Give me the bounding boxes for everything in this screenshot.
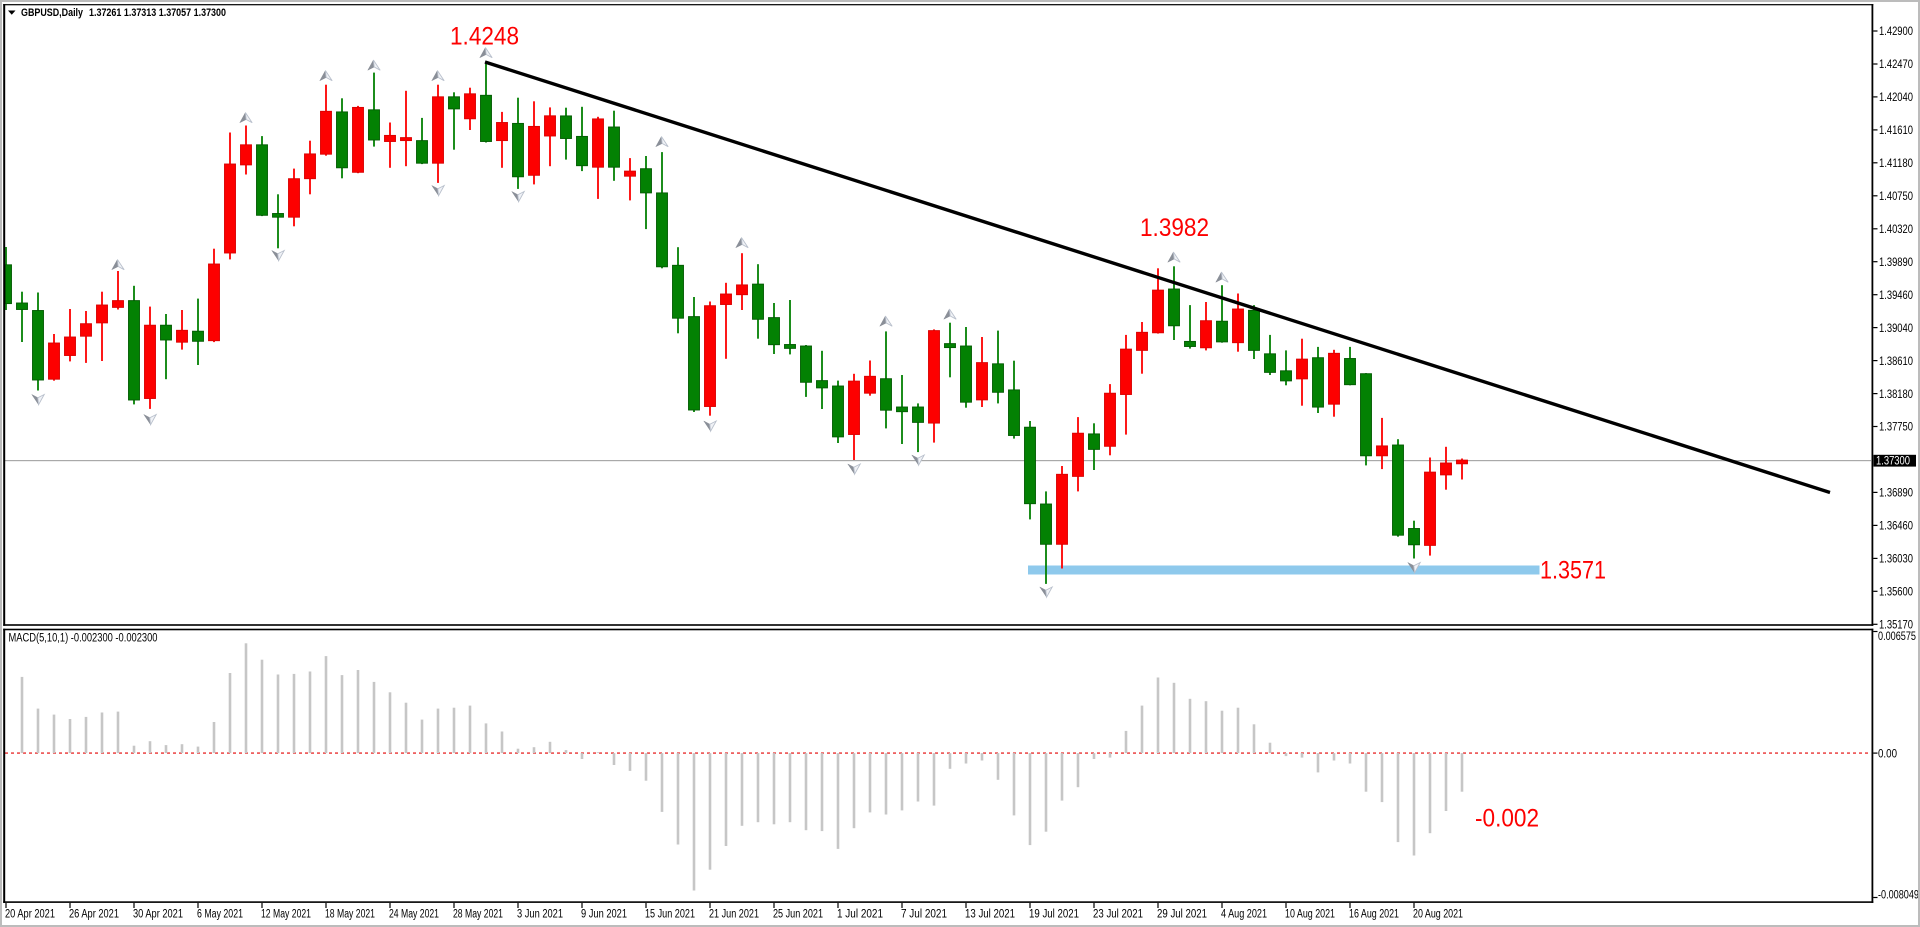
svg-text:24 May 2021: 24 May 2021 bbox=[389, 909, 439, 921]
svg-text:1.41610: 1.41610 bbox=[1879, 125, 1913, 137]
svg-text:1.40750: 1.40750 bbox=[1879, 191, 1913, 203]
svg-text:0.006575: 0.006575 bbox=[1878, 631, 1916, 643]
svg-text:20 Aug 2021: 20 Aug 2021 bbox=[1413, 909, 1463, 921]
svg-text:1.40320: 1.40320 bbox=[1879, 224, 1913, 236]
svg-text:-0.008049: -0.008049 bbox=[1878, 890, 1919, 902]
svg-text:20 Apr 2021: 20 Apr 2021 bbox=[5, 909, 55, 921]
svg-text:23 Jul 2021: 23 Jul 2021 bbox=[1093, 909, 1143, 921]
svg-text:16 Aug 2021: 16 Aug 2021 bbox=[1349, 909, 1399, 921]
svg-text:1.41180: 1.41180 bbox=[1879, 158, 1913, 170]
svg-text:30 Apr 2021: 30 Apr 2021 bbox=[133, 909, 183, 921]
svg-text:10 Aug 2021: 10 Aug 2021 bbox=[1285, 909, 1335, 921]
svg-text:1.3571: 1.3571 bbox=[1540, 557, 1606, 585]
svg-text:4 Aug 2021: 4 Aug 2021 bbox=[1221, 909, 1267, 921]
svg-text:28 May 2021: 28 May 2021 bbox=[453, 909, 503, 921]
svg-text:1.38610: 1.38610 bbox=[1879, 356, 1913, 368]
svg-text:6 May 2021: 6 May 2021 bbox=[197, 909, 243, 921]
svg-text:0.00: 0.00 bbox=[1878, 748, 1897, 760]
svg-text:1.35600: 1.35600 bbox=[1879, 587, 1913, 599]
svg-text:15 Jun 2021: 15 Jun 2021 bbox=[645, 909, 695, 921]
svg-text:9 Jun 2021: 9 Jun 2021 bbox=[581, 909, 627, 921]
svg-text:1.36030: 1.36030 bbox=[1879, 554, 1913, 566]
svg-text:-0.002: -0.002 bbox=[1475, 805, 1539, 833]
svg-text:19 Jul 2021: 19 Jul 2021 bbox=[1029, 909, 1079, 921]
svg-text:1.38180: 1.38180 bbox=[1879, 389, 1913, 401]
svg-text:7 Jul 2021: 7 Jul 2021 bbox=[901, 909, 947, 921]
svg-text:13 Jul 2021: 13 Jul 2021 bbox=[965, 909, 1015, 921]
svg-text:1.42900: 1.42900 bbox=[1879, 26, 1913, 38]
svg-text:1 Jul 2021: 1 Jul 2021 bbox=[837, 909, 883, 921]
svg-text:1.37261 1.37313 1.37057 1.3730: 1.37261 1.37313 1.37057 1.37300 bbox=[89, 7, 226, 19]
svg-text:3 Jun 2021: 3 Jun 2021 bbox=[517, 909, 563, 921]
svg-text:1.3982: 1.3982 bbox=[1140, 214, 1209, 242]
svg-text:26 Apr 2021: 26 Apr 2021 bbox=[69, 909, 119, 921]
svg-text:GBPUSD,Daily: GBPUSD,Daily bbox=[21, 7, 84, 19]
svg-text:1.39040: 1.39040 bbox=[1879, 323, 1913, 335]
svg-text:1.42040: 1.42040 bbox=[1879, 92, 1913, 104]
svg-text:1.42470: 1.42470 bbox=[1879, 59, 1913, 71]
svg-text:21 Jun 2021: 21 Jun 2021 bbox=[709, 909, 759, 921]
svg-text:1.37300: 1.37300 bbox=[1876, 455, 1910, 467]
svg-text:1.36890: 1.36890 bbox=[1879, 488, 1913, 500]
svg-text:12 May 2021: 12 May 2021 bbox=[261, 909, 311, 921]
svg-text:1.36460: 1.36460 bbox=[1879, 521, 1913, 533]
svg-text:29 Jul 2021: 29 Jul 2021 bbox=[1157, 909, 1207, 921]
svg-text:1.4248: 1.4248 bbox=[450, 23, 519, 51]
svg-text:18 May 2021: 18 May 2021 bbox=[325, 909, 375, 921]
svg-text:1.37750: 1.37750 bbox=[1879, 422, 1913, 434]
svg-text:MACD(5,10,1) -0.002300 -0.0023: MACD(5,10,1) -0.002300 -0.002300 bbox=[9, 633, 158, 645]
svg-text:25 Jun 2021: 25 Jun 2021 bbox=[773, 909, 823, 921]
svg-text:1.35170: 1.35170 bbox=[1879, 620, 1913, 632]
svg-text:1.39460: 1.39460 bbox=[1879, 290, 1913, 302]
svg-text:1.39890: 1.39890 bbox=[1879, 257, 1913, 269]
